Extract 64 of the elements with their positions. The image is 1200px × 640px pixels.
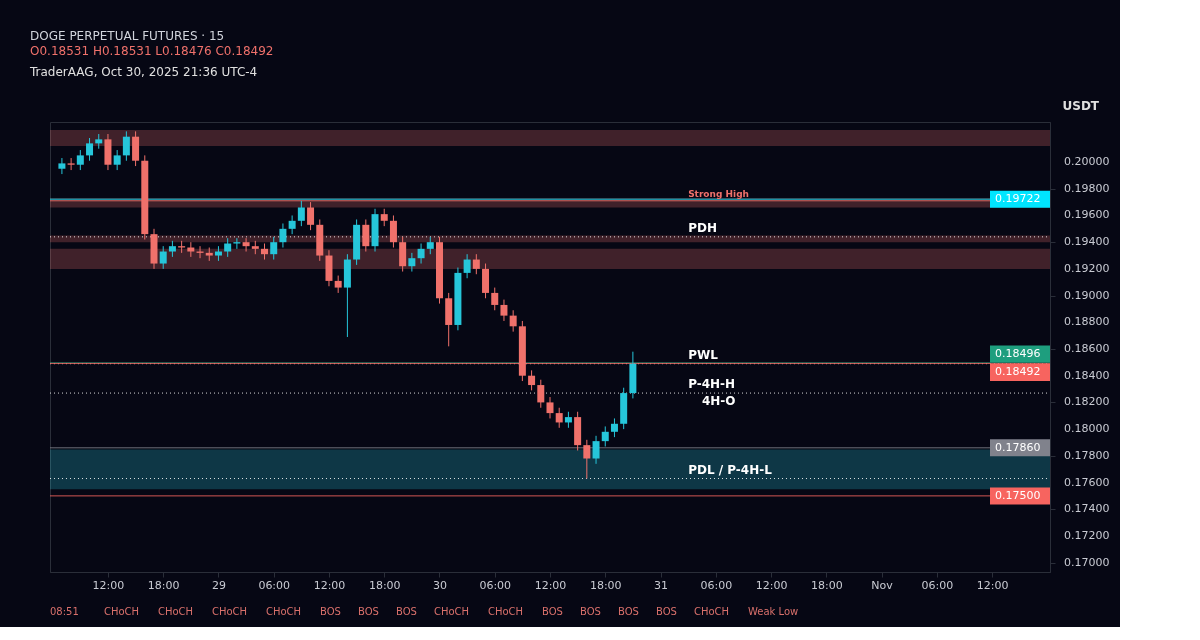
- x-tick-label: 31: [654, 578, 669, 592]
- y-tick-label: 0.17400: [1064, 502, 1110, 516]
- y-tick-label: 0.19200: [1064, 261, 1110, 275]
- y-tick-label: 0.17600: [1064, 475, 1110, 489]
- y-tick-label: 0.17800: [1064, 448, 1110, 462]
- ref-line-label: 0.18492: [995, 365, 1041, 379]
- y-tick-label: 0.17200: [1064, 528, 1110, 542]
- text: BOS: [618, 606, 639, 617]
- y-tick-label: 0.19600: [1064, 208, 1110, 222]
- x-tick-label: 12:00: [755, 578, 788, 592]
- text: CHoCH: [104, 606, 140, 617]
- y-tick-label: 0.18600: [1064, 342, 1110, 355]
- text: BOS: [656, 606, 677, 617]
- ref-line-label: Strong High: [688, 188, 749, 199]
- chart-title: DOGE PERPETUAL FUTURES · 15: [30, 29, 225, 43]
- y-tick-label: 0.20000: [1064, 155, 1110, 169]
- x-tick-label: 06:00: [700, 578, 733, 592]
- text: Weak Low: [748, 606, 799, 617]
- y-tick-label: 0.18000: [1064, 422, 1110, 436]
- text: BOS: [580, 606, 601, 617]
- annotation: 4H-O: [701, 394, 736, 409]
- ref-line-label: 0.17500: [995, 488, 1041, 502]
- x-tick-label: Nov: [871, 578, 894, 592]
- y-tick-label: 0.19800: [1064, 181, 1110, 195]
- x-tick-label: 06:00: [258, 578, 291, 592]
- y-tick-label: 0.18800: [1064, 315, 1110, 329]
- x-tick-label: 12:00: [92, 578, 125, 592]
- text: CHoCH: [434, 606, 470, 617]
- x-tick-label: 12:00: [534, 578, 567, 592]
- text: CHoCH: [488, 606, 524, 617]
- x-tick-label: 30: [432, 578, 447, 592]
- y-tick-label: 0.19400: [1064, 235, 1110, 249]
- ref-line-label: PDL / P-4H-L: [688, 462, 773, 477]
- ref-line-label: 0.18496: [995, 346, 1041, 360]
- text: TraderAAG, Oct 30, 2025 21:36 UTC-4: [29, 65, 258, 79]
- y-tick-label: 0.19000: [1064, 288, 1110, 302]
- ref-line-label: PWL: [688, 347, 719, 362]
- x-tick-label: 29: [211, 578, 226, 592]
- text: CHoCH: [212, 606, 248, 617]
- x-tick-label: 18:00: [147, 578, 180, 592]
- text: BOS: [320, 606, 341, 617]
- text: BOS: [542, 606, 563, 617]
- ref-line-label: PDH: [688, 220, 717, 235]
- x-tick-label: 06:00: [921, 578, 954, 592]
- x-tick-label: 06:00: [479, 578, 512, 592]
- x-tick-label: 12:00: [313, 578, 346, 592]
- x-tick-label: 12:00: [976, 578, 1009, 592]
- y-tick-label: 0.18400: [1064, 368, 1110, 382]
- text: CHoCH: [266, 606, 302, 617]
- y-tick-label: 0.18200: [1064, 395, 1110, 409]
- x-tick-label: 18:00: [368, 578, 401, 592]
- ref-line-label: P-4H-H: [688, 377, 736, 392]
- text: 08:51: [50, 606, 79, 617]
- x-tick-label: 18:00: [589, 578, 622, 592]
- ref-line-label: 0.17860: [995, 440, 1041, 454]
- y-axis-title: USDT: [1062, 98, 1100, 113]
- text: BOS: [396, 606, 417, 617]
- text: BOS: [358, 606, 379, 617]
- x-tick-label: 18:00: [810, 578, 843, 592]
- text: CHoCH: [694, 606, 730, 617]
- chart-subtitle: O0.18531 H0.18531 L0.18476 C0.18492: [30, 44, 274, 58]
- text: CHoCH: [158, 606, 194, 617]
- ref-line-label: 0.19722: [995, 192, 1041, 206]
- y-tick-label: 0.17000: [1064, 555, 1110, 569]
